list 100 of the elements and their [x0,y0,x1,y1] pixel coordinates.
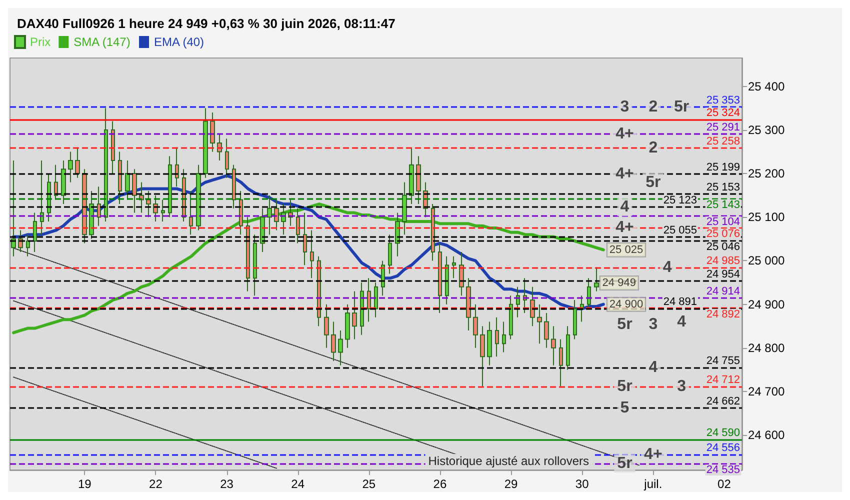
candlestick [267,194,272,236]
candlestick [331,321,336,362]
candlestick [40,160,44,236]
candlestick [104,108,108,222]
candlestick [487,321,492,366]
ref-line-label: 25 353 [706,94,740,106]
annotation: 5r [617,316,632,333]
data-label: 25 025 [609,244,644,256]
candlestick [303,212,307,266]
ref-line-label: 24 985 [706,254,740,267]
candlestick [232,164,236,209]
chart-title: DAX40 Full0926 1 heure 24 949 +0,63 % 30 juin 2026, 08:11:47 [17,16,396,31]
x-tick-label: 22 [149,477,163,491]
legend-label: SMA (147) [74,35,130,49]
candlestick [203,108,208,178]
candlestick [409,148,414,205]
x-tick-label: 30 [575,477,590,491]
ref-line-label: 24 892 [706,308,740,320]
ref-line-label: 25 076 [706,228,740,240]
annotation: 5r [674,98,690,116]
ref-line-label: 24 891 [663,296,697,308]
candlestick [452,256,456,279]
candlestick [587,278,591,310]
candlestick [210,112,215,152]
candlestick [189,190,193,236]
y-tick-label: 25 400 [748,79,786,94]
candlestick [530,286,535,327]
y-tick-label: 24 600 [748,428,786,442]
annotation: 2 [648,140,658,157]
candlestick [345,304,350,348]
ref-line-label: 25 046 [706,241,740,254]
candlestick [509,295,513,340]
y-tick-label: 25 000 [748,254,786,268]
y-tick-label: 25 100 [748,210,786,224]
annotation: 4 [648,359,658,376]
candlestick [352,290,357,340]
annotation: 4 [677,314,686,331]
x-tick-label: 19 [78,477,92,491]
candlestick [33,212,37,253]
candlestick [495,316,499,358]
candlestick [118,151,122,205]
candlestick [97,186,101,226]
annotation: 4+ [616,219,634,236]
x-tick-label: 26 [433,477,447,491]
ref-line-label: 24 712 [706,374,740,386]
ref-line-label: 24 954 [706,268,740,280]
x-tick-label: 25 [362,477,376,491]
candlestick [146,190,151,218]
y-tick-label: 24 900 [748,297,786,312]
annotation: 3 [648,316,658,333]
x-tick-label: 02 [718,477,732,491]
candlestick [402,182,407,236]
candlestick [310,230,314,279]
annotation: 5 [620,400,630,417]
candlestick [566,326,570,370]
candlestick [26,234,30,257]
ref-line-label: 25 123 [663,194,697,207]
candlestick [111,120,115,174]
x-tick-label: juil. [643,477,662,491]
candlestick [466,278,471,331]
ref-line-label: 24 590 [706,426,740,439]
candlestick [161,199,165,222]
candlestick [153,194,158,222]
candlestick [388,234,392,274]
ref-line-label: 24 914 [706,286,740,298]
candlestick [445,256,449,305]
ref-line-label: 24 556 [706,442,740,454]
candlestick [551,326,556,366]
x-tick-label: 29 [504,477,518,491]
candlestick [61,160,66,205]
candlestick [594,266,599,292]
candlestick [168,156,172,218]
ref-line-label: 25 324 [706,106,740,119]
candlestick [139,182,144,214]
data-label: 24 900 [609,298,644,310]
text: 24 949 [602,276,636,289]
ref-line-label: 24 662 [706,396,740,408]
annotation: 5r [617,378,632,395]
annotation: 4+ [616,125,634,142]
annotation: Historique ajusté aux rollovers [428,454,590,468]
y-tick-label: 25 300 [748,122,786,137]
candlestick [573,299,577,340]
annotation: 5r [646,174,661,191]
ref-line-label: 25 258 [706,136,740,148]
candlestick [544,312,549,348]
ref-line-label: 25 199 [706,161,740,174]
candlestick [438,242,442,314]
candlestick [89,190,94,240]
ref-line-label: 25 291 [706,121,740,134]
legend-label: Prix [30,35,51,49]
candlestick [431,204,435,262]
ref-line-label: 25 143 [706,198,740,211]
legend-label: EMA (40) [154,35,204,49]
candlestick [225,138,229,178]
candlestick [75,146,80,178]
candlestick [580,295,584,322]
annotation: 4 [620,198,630,216]
annotation: 4+ [644,446,662,463]
y-tick-label: 24 800 [748,340,786,355]
annotation: 3 [677,378,686,395]
